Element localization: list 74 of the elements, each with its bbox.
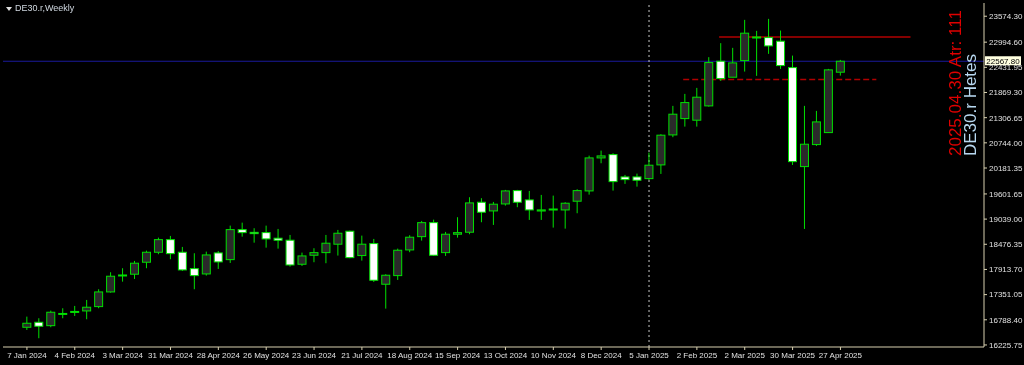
x-tick-label: 18 Aug 2024 — [387, 350, 433, 360]
candlestick — [764, 18, 774, 55]
candlestick — [165, 235, 175, 260]
candlestick — [572, 188, 582, 214]
candlestick — [249, 227, 259, 244]
y-tick-label: 16788.40 — [989, 315, 1023, 325]
x-tick-label: 28 Apr 2024 — [196, 350, 241, 360]
candlestick — [130, 260, 140, 280]
x-tick-label: 2 Feb 2025 — [676, 350, 718, 360]
candlestick — [560, 201, 570, 230]
x-tick-label: 8 Dec 2024 — [580, 350, 623, 360]
x-tick-label: 13 Oct 2024 — [483, 350, 528, 360]
y-tick-label: 22994.60 — [989, 38, 1023, 47]
candlestick — [752, 30, 762, 77]
candlestick — [381, 273, 391, 310]
candlestick — [524, 190, 534, 221]
candlestick — [321, 234, 331, 264]
candlestick — [189, 252, 199, 290]
chart-title: DE30.r,Weekly — [15, 3, 75, 13]
x-tick-label: 21 Jul 2024 — [341, 350, 384, 360]
candlestick — [309, 247, 319, 263]
candlestick — [34, 317, 44, 339]
candlestick — [357, 235, 367, 262]
candlestick — [106, 271, 116, 294]
candlestick — [201, 251, 211, 277]
candlestick — [261, 225, 271, 249]
candlestick — [632, 173, 642, 188]
candlestick — [476, 197, 486, 223]
y-tick-label: 22431.95 — [989, 63, 1023, 73]
candlestick — [417, 220, 427, 242]
x-tick-label: 7 Jan 2024 — [7, 350, 48, 360]
x-tick-label: 15 Sep 2024 — [434, 350, 481, 360]
x-tick-label: 26 May 2024 — [243, 350, 290, 360]
y-tick-label: 17913.70 — [989, 265, 1023, 275]
candlestick — [596, 150, 606, 164]
candlestick — [692, 87, 702, 128]
candlestick — [644, 152, 654, 181]
x-tick-label: 4 Feb 2024 — [54, 350, 96, 360]
x-tick-label: 23 Jun 2024 — [292, 350, 337, 360]
x-tick-label: 3 Mar 2024 — [102, 350, 144, 360]
candlestick — [488, 201, 498, 226]
candlestick — [680, 93, 690, 128]
y-tick-label: 20181.35 — [989, 163, 1023, 173]
y-tick-label: 20744.00 — [989, 138, 1023, 148]
y-tick-label: 21306.65 — [989, 113, 1023, 123]
candlestick — [668, 105, 678, 138]
candlestick — [536, 194, 546, 221]
candlestick — [811, 110, 821, 147]
x-tick-label: 30 Mar 2025 — [770, 350, 816, 360]
x-tick-label: 5 Jan 2025 — [629, 350, 670, 360]
y-tick-label: 18476.35 — [989, 240, 1023, 250]
candlestick — [799, 105, 809, 230]
x-tick-label: 2 Mar 2025 — [724, 350, 766, 360]
x-tick-label: 27 Apr 2025 — [818, 350, 863, 360]
candlestick — [728, 47, 738, 78]
y-tick-label: 23574.30 — [989, 12, 1023, 22]
candlestick — [94, 288, 104, 309]
y-tick-label: 19601.65 — [989, 189, 1023, 199]
candlestick — [453, 216, 463, 239]
y-tick-label: 16225.75 — [989, 340, 1023, 350]
candlestick — [177, 246, 187, 272]
x-tick-label: 31 Mar 2024 — [148, 350, 194, 360]
candlestick — [620, 174, 630, 185]
candlestick — [333, 229, 343, 257]
candlestick — [716, 42, 726, 82]
y-tick-label: 19039.00 — [989, 214, 1023, 224]
candlestick — [273, 228, 283, 250]
candlestick — [548, 195, 558, 229]
y-tick-label: 17351.05 — [989, 290, 1023, 300]
ref-line-label: 22567.80 — [986, 56, 1021, 66]
y-tick-label: 21869.30 — [989, 88, 1023, 98]
candlestick — [82, 299, 92, 320]
x-tick-label: 10 Nov 2024 — [530, 350, 577, 360]
candlestick — [441, 231, 451, 257]
